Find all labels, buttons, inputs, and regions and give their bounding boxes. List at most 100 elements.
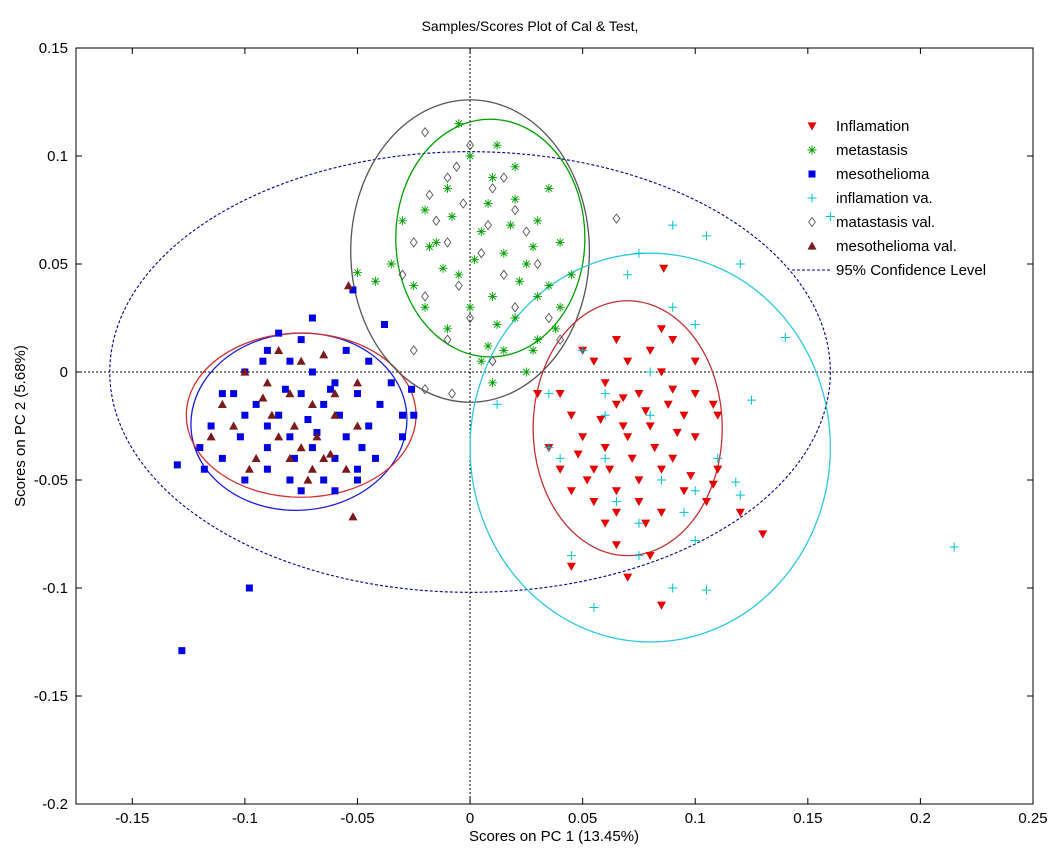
data-point-matastasis-val- [534,260,541,269]
data-point-mesothelioma [286,477,293,484]
data-point-mesothelioma [358,444,365,451]
data-point-metastasis [499,346,508,355]
data-point-mesothelioma-val- [319,350,328,358]
x-tick-label: -0.05 [340,810,374,827]
data-point-mesothelioma-val- [353,378,362,386]
data-point-inflamation [612,336,621,344]
legend-label: mesothelioma val. [836,238,957,255]
data-point-inflamation [657,466,666,474]
x-tick-label: 0 [466,810,474,827]
x-tick-label: -0.15 [115,810,149,827]
legend: Inflamation metastasis mesothelioma inflama… [792,118,986,279]
data-point-inflamation-va- [691,486,700,495]
legend-marker-metastasis [808,146,817,155]
data-point-inflamation [589,358,598,366]
legend-marker-inflamation [808,122,817,130]
data-point-mesothelioma-val- [348,512,357,520]
data-point-matastasis-val- [478,249,485,258]
data-point-mesothelioma [331,487,338,494]
legend-entry-metastasis: metastasis [808,142,908,159]
data-point-inflamation [679,412,688,420]
data-point-inflamation-va- [950,542,959,551]
legend-entry-95-confidence-level: 95% Confidence Level [792,262,986,279]
data-point-matastasis-val- [613,214,620,223]
legend-marker-mesothelioma [809,171,816,178]
data-point-inflamation-va- [702,231,711,240]
y-tick-label: -0.2 [42,796,68,813]
data-point-mesothelioma-val- [297,357,306,365]
plot-area [76,48,1033,804]
data-point-mesothelioma-val- [229,422,238,430]
data-point-matastasis-val- [422,128,429,137]
data-point-inflamation-va- [544,389,553,398]
legend-entry-inflamation-va-: inflamation va. [808,190,933,207]
data-point-mesothelioma [178,647,185,654]
legend-entry-mesothelioma: mesothelioma [809,166,931,183]
legend-label: matastasis val. [836,214,935,231]
data-point-metastasis [493,141,502,150]
data-point-metastasis [425,242,434,251]
data-point-matastasis-val- [433,216,440,225]
data-point-inflamation [664,401,673,409]
data-point-mesothelioma [354,390,361,397]
data-point-inflamation [601,444,610,452]
data-point-metastasis [421,303,430,312]
x-axis-title: Scores on PC 1 (13.45%) [469,828,639,845]
data-point-inflamation [619,422,628,430]
data-point-mesothelioma [327,386,334,393]
data-point-inflamation [601,379,610,387]
data-point-inflamation-va- [589,603,598,612]
data-point-mesothelioma [408,386,415,393]
data-point-mesothelioma [259,358,266,365]
data-point-mesothelioma-val- [207,432,216,440]
data-point-metastasis [439,264,448,273]
series-mesothelioma [174,286,417,654]
data-point-metastasis [443,184,452,193]
legend-entry-mesothelioma-val-: mesothelioma val. [808,238,957,255]
data-point-mesothelioma-val- [267,411,276,419]
data-point-mesothelioma [264,444,271,451]
data-point-inflamation [574,450,583,458]
data-point-mesothelioma [275,412,282,419]
confidence-ellipse-inflamation-va- [470,253,830,642]
data-point-mesothelioma-val- [308,400,317,408]
data-point-mesothelioma [264,466,271,473]
data-point-metastasis [544,281,553,290]
y-tick-label: 0.15 [39,40,68,57]
data-point-mesothelioma [264,423,271,430]
data-point-metastasis [477,227,486,236]
data-point-inflamation-va- [634,249,643,258]
data-point-mesothelioma-val- [218,400,227,408]
legend-entry-inflamation: Inflamation [808,118,910,135]
data-point-metastasis [454,270,463,279]
series-matastasis-val- [399,128,620,398]
data-point-metastasis [484,342,493,351]
data-point-mesothelioma [275,330,282,337]
data-point-metastasis [409,281,418,290]
data-point-inflamation-va- [634,551,643,560]
data-point-metastasis [488,378,497,387]
data-point-mesothelioma-val- [245,465,254,473]
data-point-inflamation [589,498,598,506]
data-point-matastasis-val- [426,190,433,199]
data-point-metastasis [477,357,486,366]
legend-label: mesothelioma [836,166,930,183]
data-point-mesothelioma [410,412,417,419]
data-point-matastasis-val- [500,173,507,182]
data-point-mesothelioma-val- [344,281,353,289]
data-point-matastasis-val- [422,292,429,301]
data-point-matastasis-val- [449,389,456,398]
data-point-metastasis [466,152,475,161]
y-axis-title: Scores on PC 2 (5.68%) [12,345,29,507]
data-point-mesothelioma [343,347,350,354]
data-point-metastasis [466,303,475,312]
data-point-inflamation-va- [691,320,700,329]
data-point-inflamation [634,476,643,484]
data-point-matastasis-val- [489,184,496,193]
data-point-inflamation [589,466,598,474]
data-point-mesothelioma-val- [258,393,267,401]
data-point-metastasis [529,242,538,251]
data-point-inflamation [623,433,632,441]
data-point-inflamation [634,390,643,398]
data-point-inflamation [634,498,643,506]
